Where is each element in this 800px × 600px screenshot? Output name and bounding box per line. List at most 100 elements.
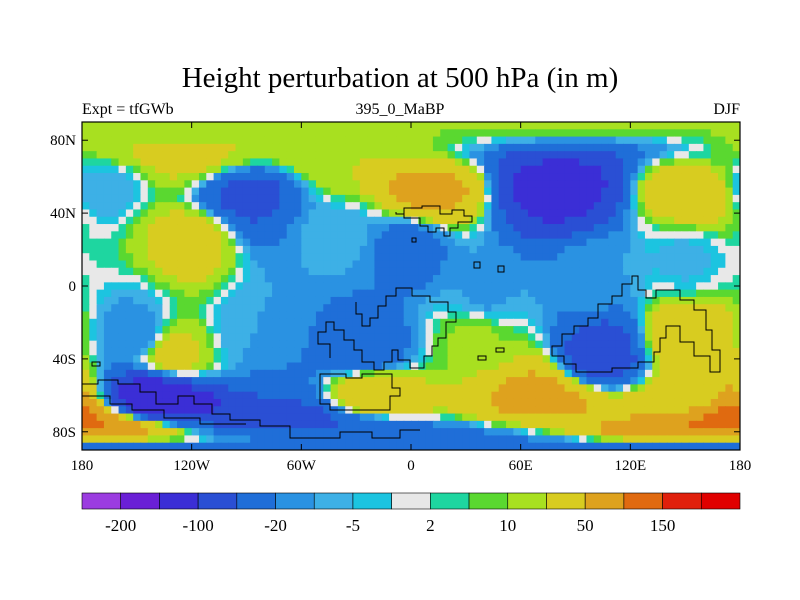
field-cell <box>89 245 98 254</box>
field-cell <box>696 289 705 298</box>
field-cell <box>147 194 156 203</box>
field-cell <box>659 129 668 138</box>
field-cell <box>469 333 478 342</box>
field-cell <box>323 122 332 130</box>
field-cell <box>513 129 522 138</box>
field-cell <box>330 158 339 167</box>
field-cell <box>608 143 617 152</box>
field-cell <box>242 369 251 378</box>
field-cell <box>542 311 551 320</box>
field-cell <box>703 180 712 189</box>
field-cell <box>411 384 419 393</box>
field-cell <box>323 245 332 254</box>
field-cell <box>228 304 237 313</box>
field-cell <box>250 224 259 232</box>
field-cell <box>411 209 419 218</box>
field-cell <box>432 136 441 145</box>
field-cell <box>527 384 536 393</box>
field-cell <box>133 442 142 450</box>
field-cell <box>162 187 171 196</box>
field-cell <box>498 326 507 334</box>
field-cell <box>564 143 573 152</box>
field-cell <box>337 398 346 407</box>
field-cell <box>352 398 361 407</box>
x-tick-label: 0 <box>407 458 415 474</box>
field-cell <box>506 129 514 138</box>
field-cell <box>506 428 514 437</box>
field-cell <box>82 326 90 334</box>
field-cell <box>469 347 478 356</box>
field-cell <box>476 194 485 203</box>
field-cell <box>82 406 90 415</box>
field-cell <box>696 122 705 130</box>
field-cell <box>206 406 215 415</box>
field-cell <box>498 143 507 152</box>
field-cell <box>491 165 500 174</box>
field-cell <box>191 165 200 174</box>
field-cell <box>491 377 500 385</box>
field-cell <box>133 180 142 189</box>
field-cell <box>89 216 98 225</box>
field-cell <box>191 326 200 334</box>
field-cell <box>623 326 631 334</box>
field-cell <box>564 238 573 247</box>
field-cell <box>718 136 726 145</box>
field-cell <box>169 311 178 320</box>
field-cell <box>630 267 639 276</box>
field-cell <box>213 275 222 283</box>
field-cell <box>257 406 266 415</box>
field-cell <box>191 267 200 276</box>
field-cell <box>359 347 368 356</box>
field-cell <box>615 224 624 232</box>
field-cell <box>718 428 726 437</box>
field-cell <box>272 267 280 276</box>
field-cell <box>213 340 222 349</box>
field-cell <box>177 282 185 291</box>
field-cell <box>571 238 580 247</box>
field-cell <box>418 428 427 437</box>
field-cell <box>549 384 558 393</box>
field-cell <box>89 194 98 203</box>
field-cell <box>615 253 624 262</box>
field-cell <box>162 238 171 247</box>
field-cell <box>250 304 259 313</box>
field-cell <box>286 253 295 262</box>
field-cell <box>527 347 536 356</box>
field-cell <box>272 377 280 385</box>
field-cell <box>454 194 463 203</box>
field-cell <box>652 369 661 378</box>
field-cell <box>337 435 346 444</box>
field-cell <box>374 238 383 247</box>
field-cell <box>147 420 156 429</box>
field-cell <box>330 187 339 196</box>
field-cell <box>681 369 690 378</box>
field-cell <box>272 391 280 400</box>
field-cell <box>535 428 544 437</box>
field-cell <box>286 326 295 334</box>
field-cell <box>389 282 397 291</box>
field-cell <box>374 377 383 385</box>
field-cell <box>235 143 244 152</box>
field-cell <box>286 369 295 378</box>
field-cell <box>250 231 259 240</box>
field-cell <box>491 216 500 225</box>
field-cell <box>718 398 726 407</box>
field-cell <box>564 420 573 429</box>
field-cell <box>571 420 580 429</box>
field-cell <box>411 151 419 160</box>
field-cell <box>213 384 222 393</box>
field-cell <box>133 202 142 211</box>
field-cell <box>111 398 120 407</box>
field-cell <box>542 165 551 174</box>
field-cell <box>184 260 193 269</box>
field-cell <box>447 136 456 145</box>
field-cell <box>440 384 449 393</box>
field-cell <box>535 165 544 174</box>
field-cell <box>359 318 368 327</box>
field-cell <box>666 362 675 371</box>
field-cell <box>498 180 507 189</box>
field-cell <box>725 296 734 305</box>
field-cell <box>155 231 164 240</box>
field-cell <box>96 413 105 422</box>
field-cell <box>155 333 164 342</box>
